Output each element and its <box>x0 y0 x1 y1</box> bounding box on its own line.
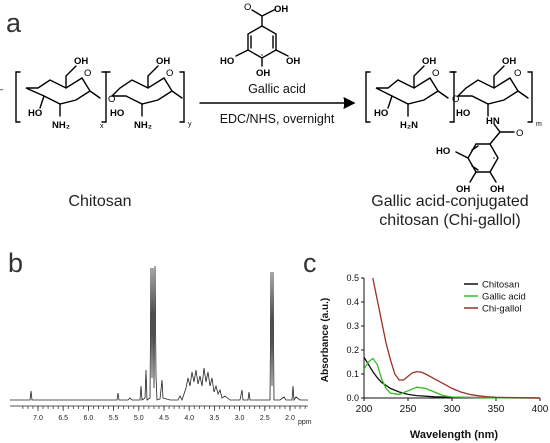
product-name-line1: Gallic acid-conjugated <box>371 193 529 210</box>
p-atom-ho-2: HO <box>456 108 470 119</box>
y-axis-label: Absorbance (a.u.) <box>320 298 331 382</box>
chitosan-ring-x <box>15 65 107 123</box>
p-atom-o-ring: O <box>432 68 439 79</box>
y-tick-label: 0.2 <box>346 345 359 355</box>
uv-vis-chart: 200 250 300 350 400 0.0 0.1 0.2 0.3 0.4 0.5 Chitos… <box>320 273 549 441</box>
svg-text:–: – <box>0 84 4 95</box>
atom-o-ring-2: O <box>166 68 173 79</box>
p-atom-oh-3: OH <box>456 184 470 195</box>
p-atom-o-amide: O <box>516 128 523 139</box>
series-line-chi-gallol <box>372 277 541 399</box>
conditions-label: EDC/NHS, overnight <box>219 112 335 126</box>
nmr-tick-label: 2.0 <box>285 415 295 422</box>
y-tick-label: 0.5 <box>346 273 359 283</box>
chitosan-ring-y <box>105 65 185 123</box>
nmr-tick-label: 3.0 <box>235 415 245 422</box>
ga-atom-oh-acid: OH <box>274 4 288 15</box>
p-atom-ho-3: HO <box>436 146 450 157</box>
subscript-m: m <box>536 121 542 128</box>
nmr-tick-label: 4.0 <box>184 415 194 422</box>
p-atom-oh: OH <box>422 56 436 67</box>
series-line-gallic-acid <box>363 357 541 399</box>
y-tick-label: 0.3 <box>346 321 359 331</box>
panel-label-c: c <box>303 248 317 278</box>
legend-entry: Chitosan <box>482 280 520 291</box>
p-atom-o-link: O <box>452 94 459 105</box>
atom-oh: OH <box>74 56 88 67</box>
nmr-tick-label: 6.0 <box>84 415 94 422</box>
x-tick-label: 200 <box>356 404 373 415</box>
product-ring-m <box>451 65 533 183</box>
x-axis-label: Wavelength (nm) <box>410 429 499 441</box>
x-tick-label: 350 <box>488 404 505 415</box>
ga-atom-o: O <box>244 2 251 13</box>
nmr-tick-label: 5.0 <box>134 415 144 422</box>
ga-atom-oh-1: OH <box>286 56 300 67</box>
reaction-scheme: – OH NH₂ HO O O x OH NH₂ HO O y OH O OH … <box>0 2 542 195</box>
p-atom-o-ring-2: O <box>514 68 521 79</box>
p-atom-oh-4: OH <box>490 184 504 195</box>
ga-atom-ho: HO <box>220 56 234 67</box>
atom-o-ring: O <box>84 68 91 79</box>
p-atom-oh-2: OH <box>502 56 516 67</box>
nmr-tick-label: 5.5 <box>109 415 119 422</box>
subscript-y: y <box>188 121 192 128</box>
p-atom-h2n: H₂N <box>400 120 418 131</box>
atom-nh2: NH₂ <box>52 120 70 131</box>
legend-entry: Gallic acid <box>482 292 526 303</box>
subscript-x: x <box>100 123 104 130</box>
reactant-name: Chitosan <box>68 193 132 210</box>
atom-oh-2: OH <box>156 56 170 67</box>
atom-o-link: O <box>108 94 115 105</box>
nmr-axis-unit: ppm <box>298 419 312 426</box>
product-name-line2: chitosan (Chi-gallol) <box>379 212 521 229</box>
atom-ho-2: HO <box>110 108 124 119</box>
y-tick-label: 0.1 <box>346 369 359 379</box>
panel-label-b: b <box>8 248 24 278</box>
nmr-spectrum: 7.0 6.5 6.0 5.5 5.0 4.5 4.0 3.5 3.0 2.5 2.0 ppm <box>10 265 312 426</box>
atom-ho: HO <box>28 108 42 119</box>
atom-nh2-2: NH₂ <box>134 120 152 131</box>
y-tick-label: 0.0 <box>346 393 359 403</box>
p-atom-hn: HN <box>486 116 500 127</box>
ga-atom-oh-2: OH <box>256 68 270 79</box>
nmr-tick-label: 3.5 <box>210 415 220 422</box>
y-tick-label: 0.4 <box>346 297 359 307</box>
p-atom-ho: HO <box>374 108 388 119</box>
legend-entry: Chi-gallol <box>482 304 522 315</box>
nmr-trace <box>10 265 308 402</box>
nmr-tick-label: 6.5 <box>58 415 68 422</box>
x-tick-label: 250 <box>400 404 417 415</box>
series-line-chitosan <box>363 356 541 399</box>
nmr-tick-label: 4.5 <box>159 415 169 422</box>
panel-label-a: a <box>6 8 22 38</box>
nmr-tick-label: 7.0 <box>33 415 43 422</box>
nmr-tick-label: 2.5 <box>260 415 270 422</box>
gallic-acid-structure <box>235 9 289 67</box>
reagent-label: Gallic acid <box>248 82 306 96</box>
x-tick-label: 400 <box>532 404 549 415</box>
x-tick-label: 300 <box>444 404 461 415</box>
